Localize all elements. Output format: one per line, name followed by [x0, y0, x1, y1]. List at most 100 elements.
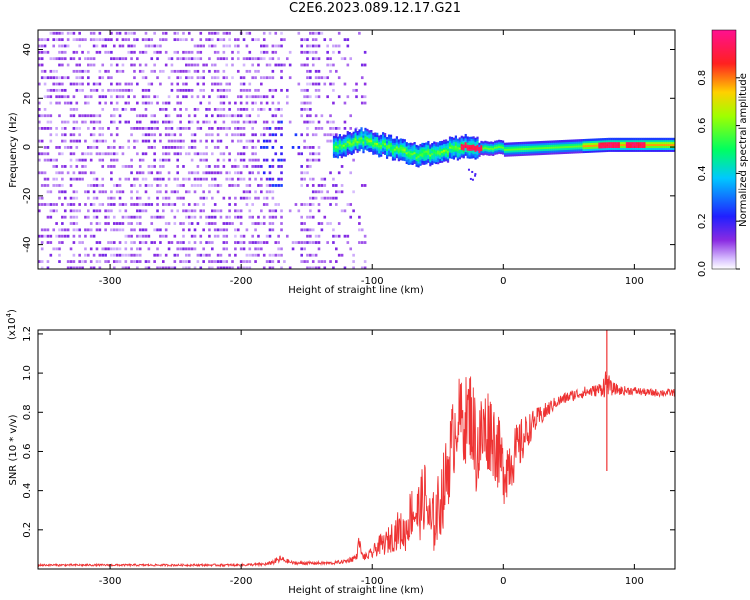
- heat-cell: [236, 57, 240, 61]
- band-cell: [639, 149, 642, 152]
- heat-cell: [300, 222, 304, 225]
- heat-cell: [40, 196, 44, 200]
- heat-cell: [66, 44, 70, 48]
- heat-cell: [98, 31, 102, 35]
- heat-cell: [242, 241, 246, 244]
- heat-cell: [254, 196, 257, 200]
- band-cell: [389, 152, 393, 155]
- band-cell: [413, 147, 416, 151]
- band-cell: [588, 146, 591, 149]
- band-cell: [531, 149, 534, 152]
- band-cell: [346, 134, 349, 138]
- heat-cell: [306, 50, 309, 54]
- heat-cell: [262, 158, 266, 162]
- heat-cell: [257, 165, 260, 168]
- band-cell: [503, 148, 507, 151]
- band-cell: [397, 152, 400, 156]
- heat-cell: [262, 171, 266, 175]
- heat-cell: [170, 241, 174, 244]
- heat-cell: [130, 241, 133, 244]
- heat-cell: [236, 38, 240, 42]
- band-cell: [570, 141, 573, 144]
- heat-cell: [216, 107, 220, 111]
- heat-cell: [72, 50, 76, 54]
- band-cell: [559, 151, 562, 155]
- heat-cell: [182, 184, 185, 187]
- heat-cell: [317, 234, 321, 238]
- heat-cell: [179, 38, 182, 42]
- band-cell: [470, 144, 473, 147]
- heat-cell: [303, 120, 306, 124]
- heat-cell: [182, 57, 185, 61]
- heat-cell: [159, 44, 162, 48]
- heat-cell: [40, 171, 44, 175]
- heat-cell: [164, 50, 168, 54]
- heat-cell: [63, 228, 67, 232]
- heat-cell: [127, 234, 130, 238]
- band-cell: [380, 154, 383, 157]
- band-cell: [450, 136, 454, 140]
- band-cell: [413, 157, 416, 161]
- heat-cell: [66, 171, 70, 175]
- band-cell: [511, 150, 515, 153]
- band-cell: [645, 139, 648, 143]
- heat-cell: [239, 76, 243, 80]
- heat-cell: [161, 120, 165, 124]
- heat-cell: [38, 114, 41, 118]
- heat-cell: [43, 152, 47, 156]
- heat-cell: [196, 82, 200, 86]
- heat-cell: [288, 50, 292, 54]
- heat-cell: [185, 57, 188, 61]
- heat-cell: [164, 196, 168, 200]
- band-cell: [578, 150, 581, 154]
- heat-cell: [40, 241, 44, 244]
- heat-cell: [147, 44, 151, 48]
- heat-cell: [187, 266, 191, 269]
- heat-cell: [205, 171, 208, 175]
- heat-cell: [130, 82, 133, 86]
- heat-cell: [196, 127, 200, 130]
- band-cell: [419, 151, 422, 155]
- heat-cell: [121, 228, 125, 232]
- band-cell: [385, 146, 389, 150]
- band-cell: [403, 156, 406, 160]
- heat-cell: [216, 253, 220, 257]
- heat-cell: [202, 253, 205, 257]
- heat-cell: [222, 31, 226, 35]
- snr-y-label: SNR (10 * v/v): [8, 414, 19, 485]
- band-cell: [389, 134, 393, 138]
- heat-cell: [326, 120, 329, 124]
- band-cell: [437, 148, 440, 151]
- band-cell: [553, 148, 556, 151]
- band-cell: [342, 152, 345, 155]
- band-cell: [368, 130, 371, 133]
- band-cell: [448, 155, 452, 159]
- band-cell: [354, 145, 357, 149]
- band-cell: [501, 144, 505, 147]
- heat-cell: [309, 50, 312, 54]
- heat-cell: [182, 88, 185, 92]
- heat-cell: [75, 120, 79, 124]
- band-cell: [501, 140, 505, 143]
- heat-cell: [110, 76, 113, 80]
- band-cell: [334, 143, 338, 147]
- heat-cell: [159, 107, 162, 111]
- band-cell: [421, 158, 424, 161]
- band-cell: [531, 153, 534, 156]
- band-cell: [407, 154, 410, 158]
- heat-cell: [58, 228, 61, 232]
- band-cell: [456, 142, 459, 145]
- heat-cell: [300, 133, 304, 137]
- heat-cell: [58, 190, 61, 194]
- heat-cell: [55, 234, 58, 238]
- band-cell: [492, 145, 495, 149]
- band-cell: [584, 148, 587, 152]
- band-cell: [374, 146, 377, 149]
- heat-cell: [72, 107, 76, 111]
- heat-cell: [211, 247, 214, 251]
- heat-cell: [136, 253, 139, 257]
- heat-cell: [228, 101, 231, 105]
- heat-cell: [280, 120, 283, 124]
- heat-cell: [138, 253, 142, 257]
- band-cell: [621, 147, 625, 150]
